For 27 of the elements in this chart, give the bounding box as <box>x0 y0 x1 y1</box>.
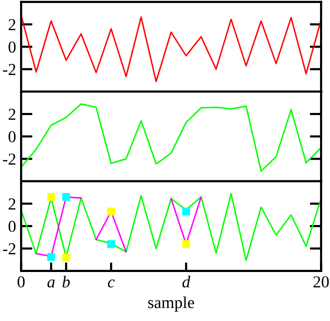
line-series <box>21 14 322 82</box>
x-tick-label: 0 <box>18 276 25 288</box>
point <box>62 193 70 201</box>
y-tick-label: 0 <box>8 131 16 142</box>
point <box>62 254 70 262</box>
x-axis-title: sample <box>148 296 194 312</box>
line-series <box>21 192 322 261</box>
y-tick-label: -2 <box>2 64 16 75</box>
x-tick-label: d <box>182 276 190 288</box>
y-tick-label: 2 <box>8 108 16 120</box>
point <box>182 208 190 216</box>
line-series <box>21 103 322 172</box>
point <box>107 208 116 216</box>
y-tick-label: 0 <box>8 41 16 53</box>
y-tick-label: 2 <box>8 19 16 30</box>
point <box>47 193 56 201</box>
y-tick-label: 0 <box>8 220 16 232</box>
x-tick-label: c <box>108 279 115 288</box>
y-tick-label: -2 <box>2 154 16 165</box>
point <box>182 240 190 248</box>
x-tick-label: b <box>62 276 70 288</box>
point <box>107 240 116 248</box>
point <box>47 252 56 261</box>
x-tick-label: 20 <box>313 276 329 288</box>
y-tick-label: -2 <box>2 243 16 254</box>
x-tick-label: a <box>47 280 55 288</box>
y-tick-label: 2 <box>8 198 16 210</box>
